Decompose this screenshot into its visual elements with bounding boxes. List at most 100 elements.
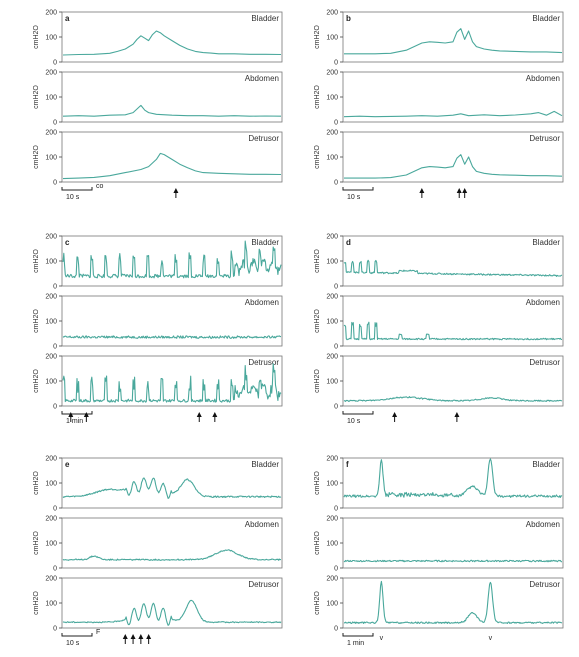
data-line [62,363,282,403]
scale-bar [342,633,374,637]
trace-name: Bladder [532,238,560,247]
trace-f-abdomen: 0 100 200 cmH2O Abdomen [314,516,564,573]
panel-label: e [65,460,70,469]
trace-e-bladder: 0 100 200 cmH2O Bladder [33,456,283,513]
y-tick-label: 100 [326,319,338,326]
y-tick-label: 200 [45,70,57,77]
scale-bar [61,187,93,191]
plot-frame [342,11,564,63]
data-line [62,599,282,626]
y-tick-label: 0 [53,566,57,573]
event-arrow [196,412,202,417]
y-tick-label: 100 [326,601,338,608]
y-tick-label: 0 [53,120,57,127]
trace-b-abdomen: 0 100 200 cmH2O Abdomen [314,70,564,127]
y-tick-label: 100 [45,481,57,488]
data-line [62,152,282,180]
scale-bar-label: 10 s [66,640,80,647]
trace-name: Bladder [532,14,560,23]
scale-bar [61,411,93,415]
y-tick-label: 200 [326,294,338,301]
trace-d-abdomen: 0 100 200 cmH2O Abdomen [314,294,564,351]
event-arrow [454,412,460,417]
panel-c: 0 100 200 cmH2O Bladder 0 100 200 cmH2O Abdomen 0 1… [33,234,283,425]
y-tick-label: 100 [326,155,338,162]
panel-label: b [346,14,351,23]
event-arrow [122,634,128,639]
trace-a-detrusor: 0 100 200 cmH2O Detrusor [33,130,283,187]
y-axis-unit: cmH2O [314,145,321,169]
y-axis-unit: cmH2O [33,531,40,555]
y-tick-label: 0 [53,626,57,633]
plot-frame [342,355,564,407]
trace-name: Abdomen [526,298,560,307]
y-tick-label: 0 [334,180,338,187]
data-line [343,321,562,341]
trace-e-abdomen: 0 100 200 cmH2O Abdomen [33,516,283,573]
trace-c-bladder: 0 100 200 cmH2O Bladder [33,234,283,291]
y-tick-label: 0 [53,344,57,351]
y-axis-unit: cmH2O [314,249,321,273]
panel-label: f [346,460,349,469]
y-tick-label: 0 [53,506,57,513]
y-tick-label: 200 [45,456,57,463]
y-axis-unit: cmH2O [314,471,321,495]
scale-bar-label: 1 min [66,418,83,425]
y-tick-label: 200 [326,130,338,137]
plot-frame [342,235,564,287]
trace-b-bladder: 0 100 200 cmH2O Bladder [314,10,564,67]
data-line [62,240,282,279]
data-line [62,335,281,339]
y-tick-label: 100 [45,319,57,326]
plot-frame [61,235,283,287]
trace-name: Abdomen [245,520,279,529]
trace-name: Detrusor [529,134,560,143]
y-tick-label: 100 [326,541,338,548]
trace-name: Abdomen [245,74,279,83]
event-arrow [212,412,218,417]
y-axis-unit: cmH2O [314,591,321,615]
y-tick-label: 100 [326,379,338,386]
annotation: F [96,629,100,636]
y-axis-unit: cmH2O [33,249,40,273]
y-axis-unit: cmH2O [33,471,40,495]
trace-name: Detrusor [248,358,279,367]
trace-d-bladder: 0 100 200 cmH2O Bladder [314,234,564,291]
trace-name: Bladder [532,460,560,469]
data-line [344,28,563,55]
trace-f-detrusor: 0 100 200 cmH2O Detrusor [314,576,564,633]
event-arrow [456,188,462,193]
scale-bar [342,411,374,415]
event-arrow [146,634,152,639]
y-tick-label: 200 [45,234,57,241]
event-arrow [392,412,398,417]
scale-bar-label: 10 s [347,194,361,201]
event-arrow [83,412,89,417]
event-arrow [462,188,468,193]
y-tick-label: 100 [326,35,338,42]
event-arrow [68,412,74,417]
y-axis-unit: cmH2O [314,309,321,333]
event-arrow [173,188,179,193]
trace-c-detrusor: 0 100 200 cmH2O Detrusor [33,354,283,411]
y-tick-label: 200 [326,576,338,583]
scale-bar-label: 1 min [347,640,364,647]
data-line [343,458,563,498]
y-axis-unit: cmH2O [33,85,40,109]
y-tick-label: 0 [53,60,57,67]
y-tick-label: 100 [45,95,57,102]
y-tick-label: 200 [45,294,57,301]
plot-frame [342,131,564,183]
y-tick-label: 200 [45,516,57,523]
y-axis-unit: cmH2O [33,25,40,49]
trace-f-bladder: 0 100 200 cmH2O Bladder [314,456,564,513]
y-tick-label: 100 [45,541,57,548]
y-tick-label: 100 [326,95,338,102]
panel-e: 0 100 200 cmH2O Bladder 0 100 200 cmH2O Abdomen 0 1… [33,456,283,647]
y-tick-label: 100 [45,379,57,386]
y-tick-label: 200 [45,130,57,137]
panel-b: 0 100 200 cmH2O Bladder 0 100 200 cmH2O Abdomen 0 1… [314,10,564,201]
y-tick-label: 0 [334,120,338,127]
y-axis-unit: cmH2O [314,25,321,49]
